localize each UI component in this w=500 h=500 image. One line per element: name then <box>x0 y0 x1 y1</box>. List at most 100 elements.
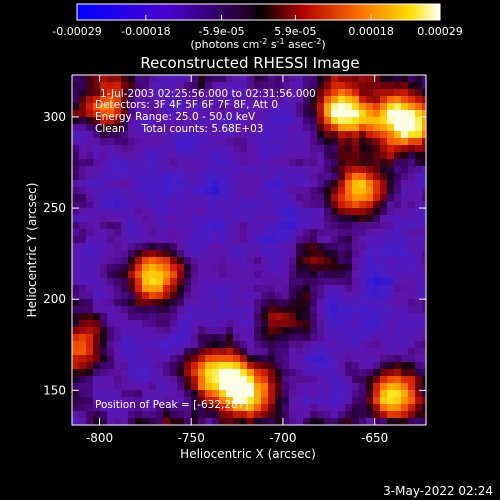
heatmap-cell <box>198 369 205 376</box>
heatmap-cell <box>142 334 149 341</box>
heatmap-cell <box>345 397 352 404</box>
heatmap-cell <box>114 96 121 103</box>
heatmap-cell <box>373 229 380 236</box>
heatmap-cell <box>345 327 352 334</box>
heatmap-cell <box>422 257 426 264</box>
heatmap-cell <box>275 383 282 390</box>
heatmap-cell <box>247 278 254 285</box>
heatmap-cell <box>373 236 380 243</box>
heatmap-cell <box>233 299 240 306</box>
heatmap-cell <box>128 243 135 250</box>
heatmap-cell <box>135 355 142 362</box>
heatmap-cell <box>373 194 380 201</box>
heatmap-cell <box>86 327 93 334</box>
heatmap-cell <box>247 299 254 306</box>
heatmap-cell <box>156 201 163 208</box>
heatmap-cell <box>261 159 268 166</box>
heatmap-cell <box>380 243 387 250</box>
heatmap-cell <box>401 397 408 404</box>
heatmap-cell <box>128 418 135 425</box>
heatmap-cell <box>163 362 170 369</box>
heatmap-cell <box>184 89 191 96</box>
heatmap-cell <box>387 355 394 362</box>
heatmap-cell <box>387 236 394 243</box>
heatmap-cell <box>331 229 338 236</box>
heatmap-cell <box>310 138 317 145</box>
heatmap-cell <box>198 173 205 180</box>
heatmap-cell <box>310 187 317 194</box>
heatmap-cell <box>114 369 121 376</box>
heatmap-cell <box>226 131 233 138</box>
heatmap-cell <box>254 82 261 89</box>
heatmap-cell <box>303 82 310 89</box>
heatmap-cell <box>324 89 331 96</box>
heatmap-cell <box>296 236 303 243</box>
heatmap-cell <box>86 404 93 411</box>
heatmap-cell <box>422 117 426 124</box>
x-tick-label: -700 <box>269 431 296 445</box>
heatmap-cell <box>135 327 142 334</box>
heatmap-cell <box>268 229 275 236</box>
heatmap-cell <box>415 383 422 390</box>
heatmap-cell <box>345 222 352 229</box>
heatmap-cell <box>387 208 394 215</box>
heatmap-cell <box>261 243 268 250</box>
heatmap-cell <box>240 257 247 264</box>
heatmap-cell <box>100 334 107 341</box>
heatmap-cell <box>275 180 282 187</box>
heatmap-cell <box>366 355 373 362</box>
heatmap-cell <box>331 117 338 124</box>
heatmap-cell <box>415 124 422 131</box>
heatmap-cell <box>275 369 282 376</box>
heatmap-cell <box>247 404 254 411</box>
heatmap-cell <box>282 138 289 145</box>
heatmap-cell <box>184 96 191 103</box>
heatmap-cell <box>170 187 177 194</box>
heatmap-cell <box>128 285 135 292</box>
heatmap-cell <box>79 411 86 418</box>
heatmap-cell <box>324 110 331 117</box>
heatmap-cell <box>128 89 135 96</box>
heatmap-cell <box>254 341 261 348</box>
heatmap-cell <box>401 208 408 215</box>
heatmap-cell <box>219 96 226 103</box>
heatmap-cell <box>282 215 289 222</box>
heatmap-cell <box>72 306 79 313</box>
heatmap-cell <box>163 285 170 292</box>
heatmap-cell <box>422 201 426 208</box>
heatmap-cell <box>289 278 296 285</box>
heatmap-cell <box>184 306 191 313</box>
heatmap-cell <box>226 306 233 313</box>
heatmap-cell <box>317 299 324 306</box>
heatmap-cell <box>373 299 380 306</box>
heatmap-cell <box>261 327 268 334</box>
heatmap-cell <box>205 390 212 397</box>
heatmap-cell <box>366 320 373 327</box>
heatmap-cell <box>149 131 156 138</box>
heatmap-cell <box>268 397 275 404</box>
heatmap-cell <box>149 229 156 236</box>
heatmap-cell <box>135 418 142 425</box>
heatmap-cell <box>79 215 86 222</box>
heatmap-cell <box>408 418 415 425</box>
heatmap-cell <box>275 145 282 152</box>
heatmap-cell <box>268 362 275 369</box>
heatmap-cell <box>205 173 212 180</box>
heatmap-cell <box>310 110 317 117</box>
heatmap-cell <box>247 348 254 355</box>
heatmap-cell <box>205 355 212 362</box>
heatmap-cell <box>219 243 226 250</box>
colorbar-tick-label: -0.00018 <box>121 25 170 38</box>
heatmap-cell <box>352 271 359 278</box>
heatmap-cell <box>240 117 247 124</box>
heatmap-cell <box>254 187 261 194</box>
heatmap-cell <box>93 299 100 306</box>
heatmap-cell <box>107 243 114 250</box>
heatmap-cell <box>394 250 401 257</box>
heatmap-cell <box>100 103 107 110</box>
heatmap-cell <box>149 271 156 278</box>
heatmap-cell <box>289 152 296 159</box>
heatmap-cell <box>177 369 184 376</box>
heatmap-cell <box>387 411 394 418</box>
heatmap-cell <box>233 404 240 411</box>
